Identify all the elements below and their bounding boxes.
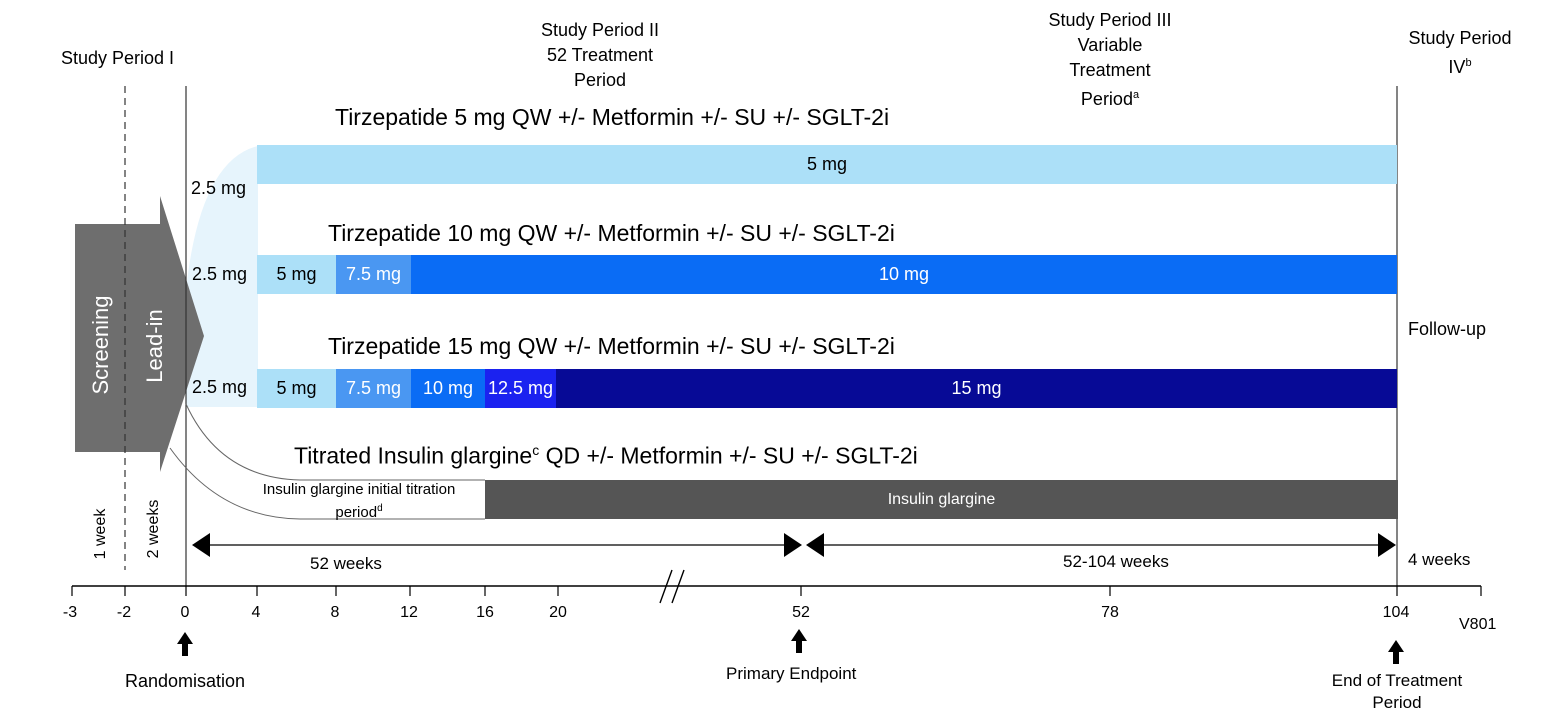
study-period-4-line1: Study Period	[1408, 28, 1512, 48]
four-weeks-label: 4 weeks	[1408, 550, 1471, 569]
study-period-2-line2: 52 Treatment	[546, 45, 654, 65]
arm-4-title: Titrated Insulin glarginec QD +/- Metfor…	[294, 442, 918, 470]
study-period-3-line4: Perioda	[1030, 83, 1190, 112]
glargine-titration-curve	[185, 403, 485, 481]
axis-tick-marks	[71, 586, 1482, 596]
study-period-4-line2-text: IV	[1448, 57, 1466, 77]
arm-2-title: Tirzepatide 10 mg QW +/- Metformin +/- S…	[328, 220, 895, 246]
arrow-52-right-head	[784, 533, 802, 557]
footnote-c-superscript: c	[532, 442, 540, 458]
arm-3-7-5mg-bar: 7.5 mg	[336, 369, 411, 408]
study-period-2-line3: Period	[573, 70, 627, 90]
arm-3-10mg-bar: 10 mg	[411, 369, 485, 408]
one-week-label: 1 week	[92, 508, 109, 560]
arm-3-12-5mg-bar: 12.5 mg	[485, 369, 556, 408]
tick-label: 20	[549, 604, 567, 621]
tick-label: 12	[400, 604, 418, 621]
study-period-4-label: Study Period IVb	[1400, 26, 1520, 80]
footnote-d-superscript: d	[377, 503, 383, 514]
arm-3-title: Tirzepatide 15 mg QW +/- Metformin +/- S…	[328, 333, 895, 359]
arrow-52-left-head	[192, 533, 210, 557]
study-period-3-line4-text: Period	[1080, 89, 1133, 109]
tick-label: 4	[251, 604, 261, 621]
arm-2-5mg-bar: 5 mg	[257, 255, 336, 294]
arm-1-start-dose: 2.5 mg	[191, 178, 247, 198]
arm-4-title-part2: QD +/- Metformin +/- SU +/- SGLT-2i	[539, 442, 918, 469]
arm-3-5mg-bar: 5 mg	[257, 369, 336, 408]
tick-label: 8	[330, 604, 340, 621]
end-of-treatment-line1: End of Treatment	[1331, 671, 1463, 690]
tick-label: -2	[116, 604, 132, 621]
tick-label: 78	[1101, 604, 1119, 621]
study-period-4-line2: IVb	[1400, 51, 1520, 80]
arm-2-7-5mg-bar: 7.5 mg	[336, 255, 411, 294]
lead-in-wedge	[186, 146, 258, 407]
fifty-two-weeks-label: 52 weeks	[310, 554, 382, 573]
footnote-a-superscript: a	[1132, 89, 1140, 101]
fifty-two-104-weeks-label: 52-104 weeks	[1063, 552, 1169, 571]
tick-label: 16	[476, 604, 494, 621]
footnote-b-superscript: b	[1465, 57, 1472, 69]
milestone-up-arrows	[177, 629, 1404, 664]
glargine-titration-line2: periodd	[228, 499, 490, 522]
two-weeks-label: 2 weeks	[145, 499, 162, 559]
arm-1-5mg-bar: 5 mg	[257, 145, 1397, 184]
tick-label: 104	[1382, 604, 1410, 621]
arrow-52-104-left-head	[806, 533, 824, 557]
study-period-3-label: Study Period III Variable Treatment Peri…	[1030, 8, 1190, 112]
study-period-3-line2: Variable	[1077, 35, 1143, 55]
study-period-3-line3: Treatment	[1069, 60, 1151, 80]
v801-label: V801	[1459, 616, 1497, 633]
glargine-titration-line1: Insulin glargine initial titration	[262, 481, 456, 498]
lead-in-label: Lead-in	[142, 309, 167, 383]
study-period-2-label: Study Period II 52 Treatment Period	[520, 18, 680, 93]
arrow-52-104-right-head	[1378, 533, 1396, 557]
insulin-glargine-bar: Insulin glargine	[485, 480, 1398, 519]
arm-2-10mg-bar: 10 mg	[411, 255, 1397, 294]
arm-3-15mg-bar: 15 mg	[556, 369, 1397, 408]
end-of-treatment-label: End of Treatment Period	[1316, 670, 1478, 714]
arm-4-title-part1: Titrated Insulin glargine	[294, 442, 533, 469]
axis-break-marks	[659, 569, 685, 604]
end-of-treatment-line2: Period	[1372, 693, 1422, 712]
arm-1-title: Tirzepatide 5 mg QW +/- Metformin +/- SU…	[335, 104, 890, 130]
glargine-lower-curve	[169, 447, 485, 520]
study-period-2-line1: Study Period II	[540, 20, 660, 40]
tick-label: 0	[180, 604, 190, 621]
arm-3-start-dose: 2.5 mg	[192, 377, 248, 397]
glargine-titration-label: Insulin glargine initial titration perio…	[228, 480, 490, 522]
screening-label: Screening	[88, 295, 113, 395]
study-period-1-label: Study Period I	[60, 48, 175, 68]
randomisation-label: Randomisation	[125, 671, 246, 691]
glargine-titration-line2-text: period	[335, 504, 378, 521]
arm-2-start-dose: 2.5 mg	[192, 264, 248, 284]
tick-label: -3	[62, 604, 78, 621]
screening-lead-in-arrow	[75, 196, 204, 472]
study-period-3-line1: Study Period III	[1048, 10, 1172, 30]
tick-label: 52	[792, 604, 810, 621]
follow-up-label: Follow-up	[1408, 319, 1487, 339]
primary-endpoint-label: Primary Endpoint	[726, 664, 857, 683]
